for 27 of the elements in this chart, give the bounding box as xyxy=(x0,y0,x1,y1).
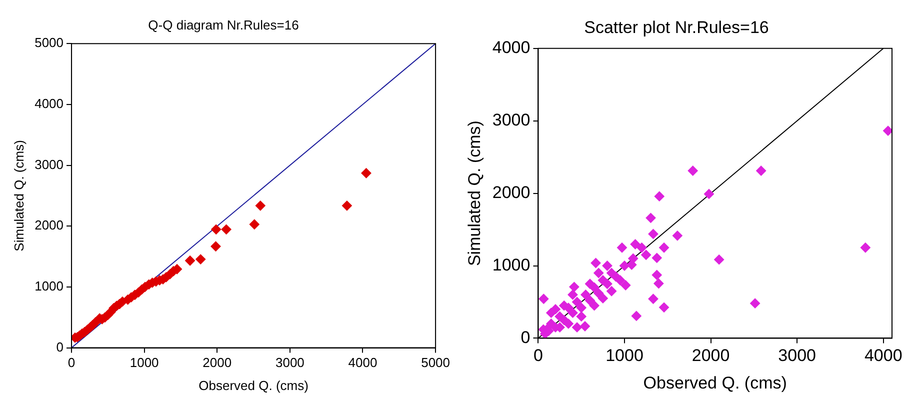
y-tick-label: 4000 xyxy=(492,38,530,58)
x-tick-label: 4000 xyxy=(864,346,902,366)
y-tick-label: 0 xyxy=(520,328,530,347)
y-tick-label: 2000 xyxy=(492,182,530,202)
x-tick-label: 3000 xyxy=(275,355,304,370)
chart-title: Scatter plot Nr.Rules=16 xyxy=(584,18,769,37)
y-axis-title: Simulated Q. (cms) xyxy=(11,140,26,252)
y-tick-label: 5000 xyxy=(34,35,64,50)
x-tick-label: 5000 xyxy=(421,355,450,370)
x-tick-label: 1000 xyxy=(130,355,159,370)
y-tick-label: 2000 xyxy=(34,218,64,233)
y-axis-title: Simulated Q. (cms) xyxy=(464,120,484,266)
x-tick-label: 2000 xyxy=(202,355,232,370)
y-tick-label: 3000 xyxy=(34,156,64,172)
x-tick-label: 1000 xyxy=(606,346,644,366)
y-tick-label: 1000 xyxy=(34,278,64,294)
y-tick-label: 4000 xyxy=(34,96,64,112)
y-tick-label: 1000 xyxy=(492,255,530,274)
x-axis-title: Observed Q. (cms) xyxy=(198,378,308,393)
x-tick-label: 2000 xyxy=(692,346,730,366)
x-tick-label: 0 xyxy=(533,346,543,366)
chart-title: Q-Q diagram Nr.Rules=16 xyxy=(148,17,299,32)
y-tick-label: 3000 xyxy=(492,110,530,130)
x-tick-label: 3000 xyxy=(778,346,816,366)
x-tick-label: 0 xyxy=(68,355,76,370)
x-axis-title: Observed Q. (cms) xyxy=(643,373,787,392)
x-tick-label: 4000 xyxy=(348,355,378,370)
